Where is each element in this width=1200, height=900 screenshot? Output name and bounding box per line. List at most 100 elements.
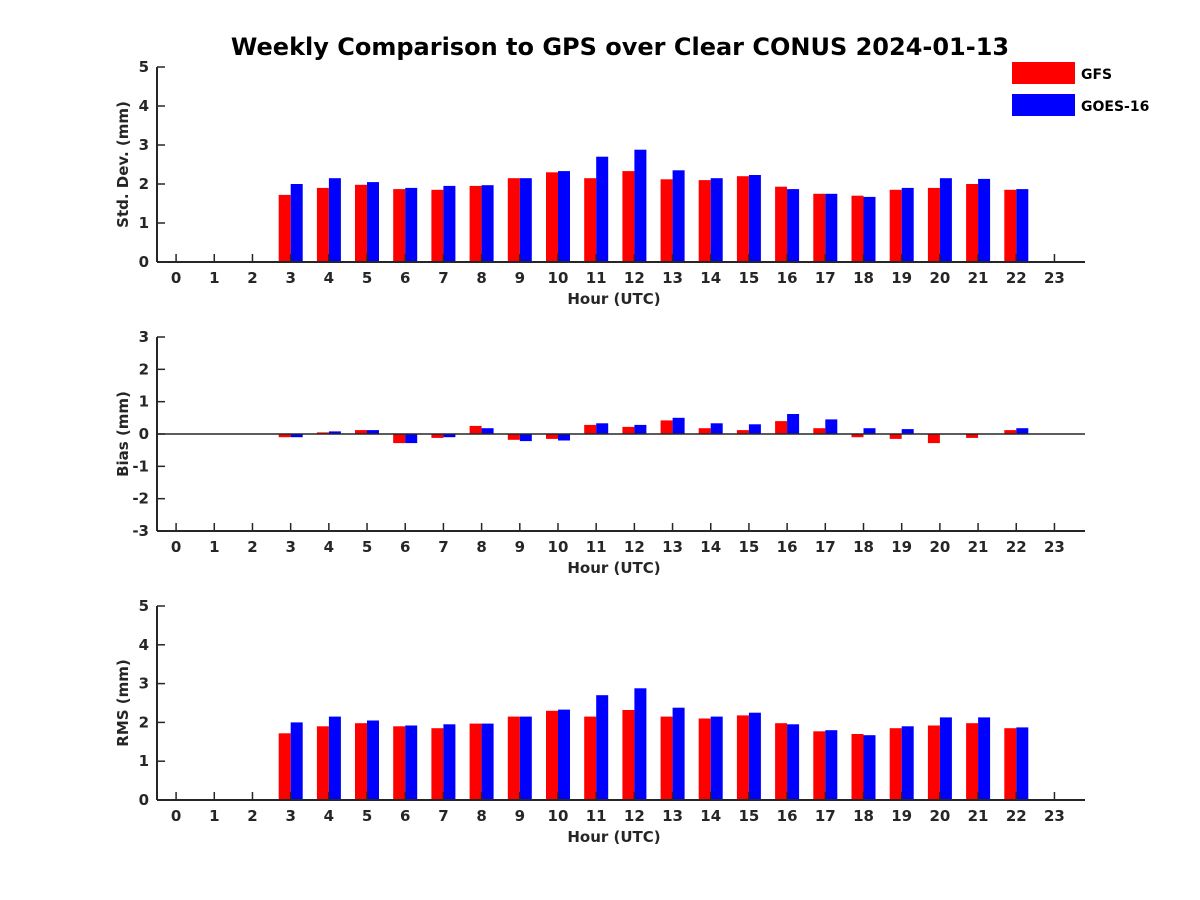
x-tick-label: 5 <box>362 807 372 825</box>
bar <box>546 434 558 439</box>
x-tick-label: 6 <box>400 269 410 287</box>
bar <box>736 430 749 434</box>
y-tick-label: 5 <box>139 597 149 615</box>
legend-item-gfs: GFS <box>1012 62 1112 84</box>
bar <box>927 434 940 444</box>
x-tick-label: 0 <box>171 269 181 287</box>
x-tick-label: 0 <box>171 807 181 825</box>
bar <box>393 434 406 444</box>
x-tick-label: 15 <box>738 538 759 556</box>
x-tick-label: 3 <box>285 538 295 556</box>
x-tick-label: 20 <box>929 538 950 556</box>
bar <box>698 428 711 434</box>
x-tick-label: 23 <box>1044 807 1065 825</box>
x-tick-label: 3 <box>285 807 295 825</box>
bar <box>431 728 444 800</box>
x-tick-label: 18 <box>853 807 874 825</box>
x-tick-label: 23 <box>1044 269 1065 287</box>
y-tick-label: 1 <box>139 393 149 411</box>
bar <box>634 149 647 262</box>
legend: GFS GOES-16 <box>1012 62 1149 116</box>
x-tick-label: 12 <box>624 269 645 287</box>
bar <box>519 716 532 800</box>
bar <box>278 434 291 438</box>
x-tick-label: 14 <box>700 538 721 556</box>
x-tick-label: 10 <box>548 538 569 556</box>
legend-swatch <box>1012 94 1075 116</box>
x-tick-label: 22 <box>1006 269 1027 287</box>
bar <box>596 423 609 434</box>
bar <box>316 432 329 434</box>
bar <box>507 434 520 440</box>
bar <box>405 725 418 800</box>
y-tick-label: 0 <box>139 791 149 809</box>
bar <box>901 187 914 262</box>
bar <box>660 716 673 800</box>
bar <box>328 431 341 434</box>
bar <box>901 726 914 800</box>
series-gfs <box>278 171 1017 263</box>
x-tick-label: 8 <box>476 269 486 287</box>
x-axis-label: Hour (UTC) <box>567 559 660 577</box>
x-tick-label: 16 <box>777 269 798 287</box>
legend-item-goes-16: GOES-16 <box>1012 94 1149 116</box>
bar <box>1004 728 1017 800</box>
bar <box>469 425 482 434</box>
x-tick-label: 20 <box>929 269 950 287</box>
bar <box>889 434 902 439</box>
x-tick-label: 8 <box>476 538 486 556</box>
series-goes-16 <box>290 149 1029 263</box>
y-tick-label: 0 <box>139 253 149 271</box>
bar <box>596 156 609 262</box>
x-tick-label: 17 <box>815 807 836 825</box>
x-tick-label: 9 <box>515 807 525 825</box>
bar <box>1016 727 1029 800</box>
bar <box>584 178 597 262</box>
bar <box>481 723 494 800</box>
bar <box>316 187 329 262</box>
bar <box>787 724 800 800</box>
x-tick-label: 7 <box>438 269 448 287</box>
bar <box>889 728 902 800</box>
bar <box>901 429 914 434</box>
x-tick-label: 13 <box>662 807 683 825</box>
bar <box>698 180 711 262</box>
x-tick-label: 7 <box>438 807 448 825</box>
bar <box>698 718 711 800</box>
bar <box>481 428 494 434</box>
bar <box>1004 189 1017 262</box>
bar <box>469 723 482 800</box>
y-tick-label: 1 <box>139 752 149 770</box>
x-tick-label: 9 <box>515 538 525 556</box>
x-tick-label: 1 <box>209 807 219 825</box>
bar <box>775 723 788 800</box>
bar <box>710 716 723 800</box>
x-tick-label: 12 <box>624 807 645 825</box>
bar <box>710 423 723 434</box>
bar <box>290 184 303 262</box>
bar <box>825 419 838 434</box>
y-tick-label: 3 <box>139 675 149 693</box>
x-tick-label: 21 <box>968 807 989 825</box>
y-tick-label: -3 <box>132 522 149 540</box>
bar <box>927 725 940 800</box>
bar <box>355 430 367 434</box>
bar <box>813 731 826 800</box>
bar <box>672 417 685 434</box>
bar <box>558 171 570 262</box>
bar <box>966 723 979 800</box>
series-gfs <box>278 420 1017 444</box>
x-tick-label: 16 <box>777 807 798 825</box>
bar <box>825 730 838 800</box>
y-axis-label: Bias (mm) <box>114 391 132 477</box>
bar <box>431 434 444 438</box>
bar <box>622 426 635 434</box>
x-tick-label: 7 <box>438 538 448 556</box>
legend-label: GOES-16 <box>1081 99 1149 115</box>
bar <box>787 189 800 262</box>
series-goes-16 <box>290 414 1029 444</box>
x-tick-label: 20 <box>929 807 950 825</box>
